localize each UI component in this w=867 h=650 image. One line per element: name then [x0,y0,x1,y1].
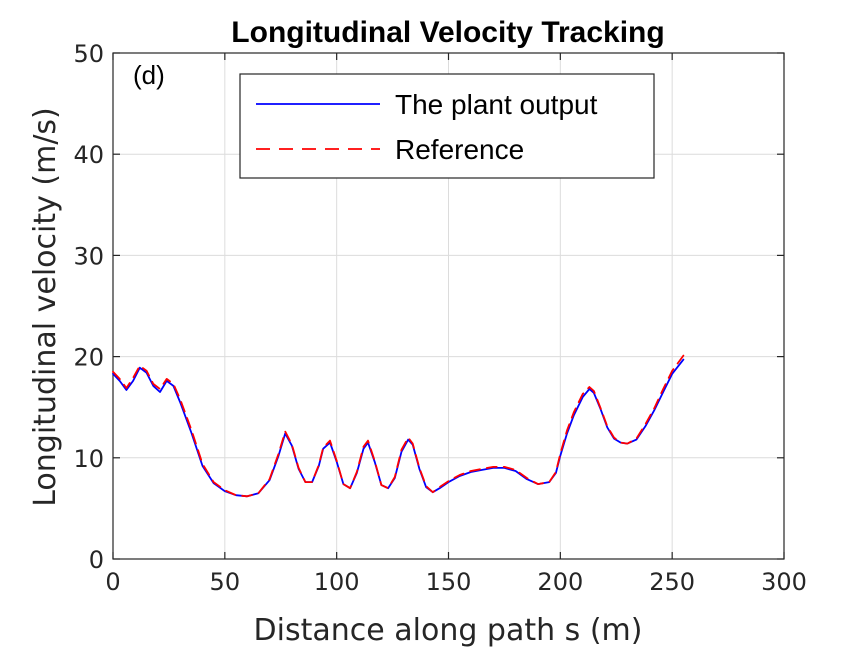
y-tick-label: 30 [73,242,104,270]
x-tick-label: 150 [426,568,472,596]
y-tick-label: 0 [89,546,104,574]
legend-box [239,73,655,179]
legend-label-plant-output: The plant output [395,89,598,120]
legend: The plant output Reference [239,73,655,179]
panel-annotation: (d) [133,60,165,90]
x-tick-label: 0 [105,568,120,596]
y-tick-label: 10 [73,445,104,473]
legend-label-reference: Reference [395,134,524,165]
x-axis-label: Distance along path s (m) [254,613,643,648]
tick-labels: 0 50 100 150 200 250 300 0 10 20 30 40 50 [73,40,806,596]
x-tick-label: 50 [210,568,241,596]
series-lines [112,354,685,498]
x-tick-label: 250 [649,568,695,596]
y-tick-label: 20 [73,344,104,372]
tick-marks [112,52,785,560]
chart-title: Longitudinal Velocity Tracking [231,16,664,49]
x-tick-label: 300 [761,568,807,596]
x-tick-label: 200 [537,568,583,596]
x-tick-label: 100 [314,568,360,596]
series-line-reference [112,354,685,498]
y-tick-label: 40 [73,141,104,169]
y-tick-label: 50 [73,40,104,68]
y-axis-label: Longitudinal velocity (m/s) [28,107,63,507]
